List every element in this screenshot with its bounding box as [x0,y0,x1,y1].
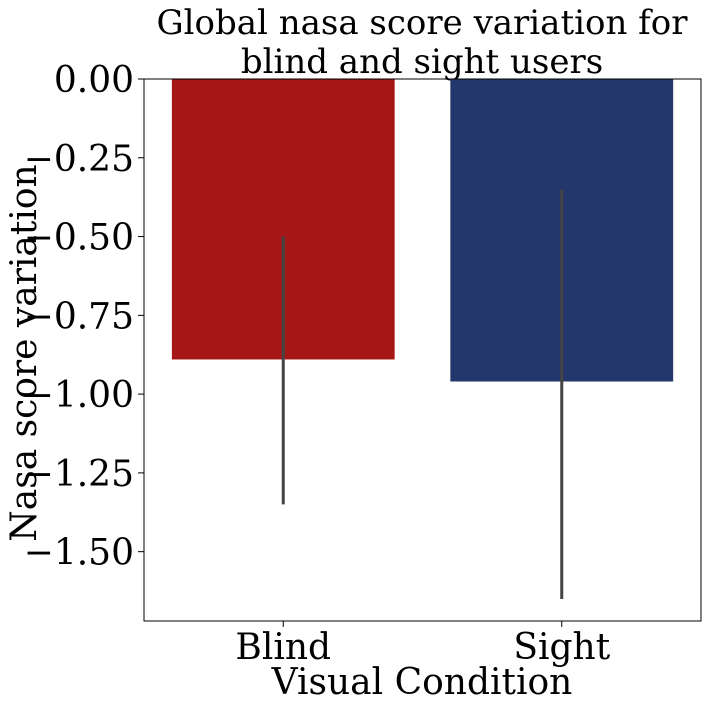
y-tick-label: −0.75 [24,296,134,337]
y-axis-label: Nasa score variation [4,164,45,541]
chart-title-line-2: blind and sight users [241,42,603,82]
y-tick-label: −0.50 [24,218,134,259]
x-tick-label-blind: Blind [235,627,331,668]
y-tick-label: −0.25 [24,139,134,180]
plot-frame [143,78,702,622]
error-bars-layer [281,189,564,599]
y-axis-ticks: 0.00 −0.25 −0.50 −0.75 −1.00 −1.25 −1.50 [24,60,144,574]
x-tick-label-sight: Sight [513,627,610,668]
x-axis-label: Visual Condition [271,662,573,703]
chart-title-line-1: Global nasa score variation for [157,3,689,43]
y-tick-label: −1.50 [24,533,134,574]
bars-layer [171,79,674,382]
y-tick-label: −1.00 [24,375,134,416]
x-axis-ticks: Blind Sight [235,621,611,668]
y-tick-label: 0.00 [54,60,134,101]
y-tick-label: −1.25 [24,454,134,495]
